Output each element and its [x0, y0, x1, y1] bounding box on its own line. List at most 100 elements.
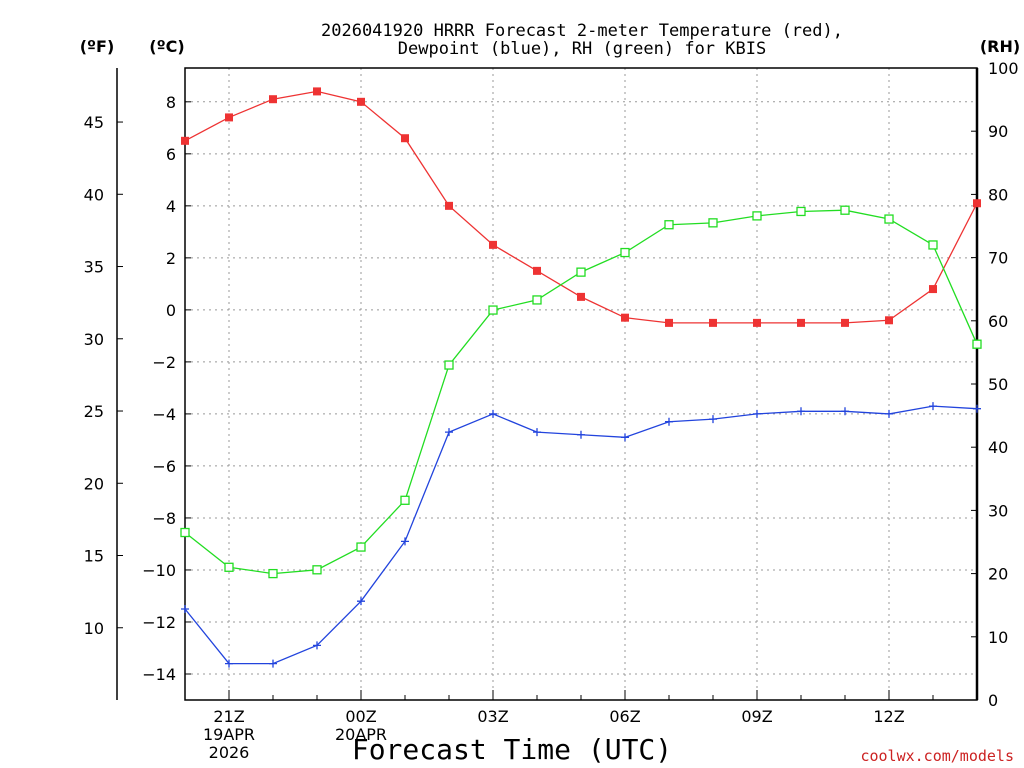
rh-point [620, 247, 630, 258]
temperature-point [401, 134, 409, 143]
temperature-point [445, 201, 453, 210]
temperature-point [313, 87, 321, 96]
celsius-tick-label: −12 [142, 613, 176, 632]
dewpoint-point [533, 428, 541, 437]
rh-point [664, 220, 674, 230]
rh-point [488, 305, 498, 315]
x-tick-label: 06Z [609, 707, 640, 726]
fahrenheit-tick-label: 15 [84, 547, 104, 566]
temperature-point [621, 313, 629, 322]
x-tick-label: 12Z [873, 707, 904, 726]
chart-title-line-1: 2026041920 HRRR Forecast 2-meter Tempera… [321, 21, 843, 41]
celsius-tick-label: −8 [152, 509, 176, 528]
fahrenheit-tick-label: 45 [84, 113, 104, 132]
x-tick-label: 00Z [345, 707, 376, 726]
series-lines [180, 87, 982, 668]
dewpoint-point [973, 404, 981, 413]
rh-point [928, 240, 938, 250]
credit-link[interactable]: coolwx.com/models [860, 747, 1014, 765]
celsius-tick-label: 6 [166, 145, 176, 164]
celsius-tick-label: −4 [152, 405, 176, 424]
dewpoint-point [929, 402, 937, 411]
celsius-tick-label: −6 [152, 457, 176, 476]
temperature-point [489, 240, 497, 249]
series-dewpoint-c [181, 402, 981, 668]
chart-text: 2026041920 HRRR Forecast 2-meter Tempera… [80, 21, 1020, 766]
x-tick-label: 19APR [203, 725, 255, 744]
rh-tick-label: 70 [988, 249, 1008, 268]
rh-tick-label: 20 [988, 565, 1008, 584]
celsius-tick-label: −10 [142, 561, 176, 580]
rh-tick-label: 40 [988, 438, 1008, 457]
rh-tick-label: 0 [988, 691, 998, 710]
plot-frame [184, 67, 978, 701]
fahrenheit-tick-label: 20 [84, 474, 104, 493]
dewpoint-point [621, 433, 629, 442]
temperature-point [577, 292, 585, 301]
x-tick-label: 2026 [209, 743, 250, 762]
x-axis-title: Forecast Time (UTC) [352, 733, 672, 766]
rh-point [752, 211, 762, 221]
rh-tick-label: 60 [988, 312, 1008, 331]
dewpoint-point [841, 407, 849, 416]
x-tick-label: 20APR [335, 725, 387, 744]
dewpoint-point [269, 659, 277, 668]
rh-tick-label: 80 [988, 185, 1008, 204]
rh-point [840, 205, 850, 215]
rh-tick-label: 30 [988, 501, 1008, 520]
series-rh [180, 205, 982, 579]
fahrenheit-unit-label: (ºF) [80, 37, 115, 56]
temperature-point [973, 199, 981, 208]
rh-point [532, 295, 542, 305]
fahrenheit-tick-label: 25 [84, 402, 104, 421]
temperature-point [709, 318, 717, 327]
temperature-point [225, 113, 233, 122]
temperature-point [533, 266, 541, 275]
rh-unit-label: (RH) [980, 37, 1020, 56]
rh-point [576, 267, 586, 277]
series-line [184, 405, 978, 665]
temperature-point [753, 318, 761, 327]
gridlines [185, 68, 977, 700]
axes: −14 −12 −10 −8 −6 −4 −2 0 2 4 6 8 10 15 20 25 30 35 40 45 0 1… [84, 59, 1019, 762]
rh-point [224, 562, 234, 572]
rh-tick-label: 10 [988, 628, 1008, 647]
temperature-point [181, 136, 189, 145]
rh-point [356, 542, 366, 552]
x-tick-label: 09Z [741, 707, 772, 726]
temperature-point [885, 316, 893, 325]
celsius-unit-label: (ºC) [149, 37, 184, 56]
dewpoint-point [225, 659, 233, 668]
temperature-point [797, 318, 805, 327]
celsius-tick-label: 0 [166, 301, 176, 320]
temperature-point [269, 95, 277, 104]
celsius-tick-label: 4 [166, 197, 176, 216]
celsius-tick-label: 2 [166, 249, 176, 268]
temperature-point [929, 285, 937, 294]
series-temperature-c [181, 87, 981, 327]
rh-point [884, 214, 894, 224]
dewpoint-point [313, 641, 321, 650]
rh-point [796, 206, 806, 217]
rh-tick-label: 90 [988, 122, 1008, 141]
dewpoint-point [489, 409, 497, 418]
rh-tick-label: 100 [988, 59, 1019, 78]
fahrenheit-tick-label: 35 [84, 258, 104, 277]
rh-point [972, 339, 982, 349]
rh-point [180, 527, 190, 538]
dewpoint-point [181, 604, 189, 613]
dewpoint-point [445, 428, 453, 437]
dewpoint-point [709, 415, 717, 424]
celsius-tick-label: −14 [142, 665, 176, 684]
rh-point [400, 495, 410, 505]
dewpoint-point [665, 417, 673, 426]
dewpoint-point [401, 537, 409, 546]
rh-tick-label: 50 [988, 375, 1008, 394]
dewpoint-point [753, 409, 761, 418]
temperature-point [665, 318, 673, 327]
fahrenheit-tick-label: 30 [84, 330, 104, 349]
dewpoint-point [577, 430, 585, 439]
celsius-tick-label: 8 [166, 93, 176, 112]
celsius-tick-label: −2 [152, 353, 176, 372]
